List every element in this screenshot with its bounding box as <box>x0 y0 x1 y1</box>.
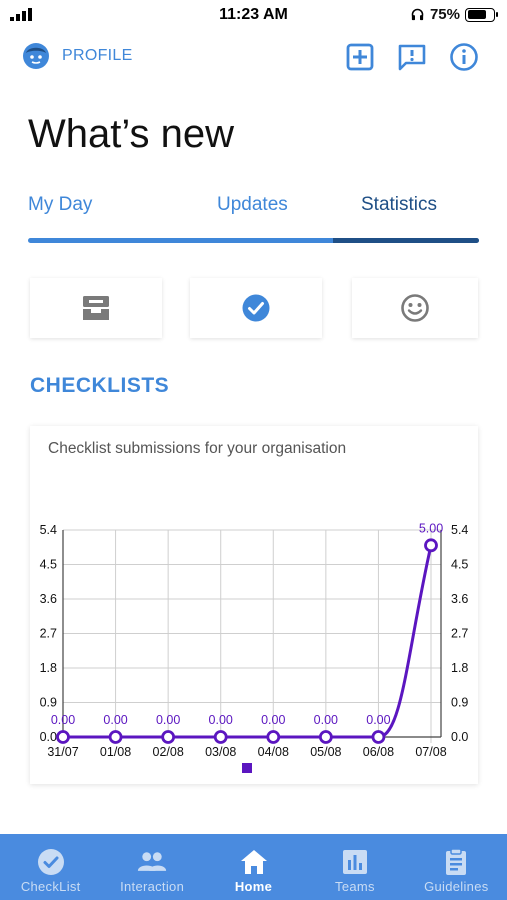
x-tick-label: 31/07 <box>47 745 78 759</box>
data-label: 0.00 <box>209 713 233 727</box>
data-point <box>266 730 281 744</box>
profile-avatar-icon <box>23 43 49 69</box>
y-tick-label-left: 1.8 <box>40 661 57 675</box>
page-title: What’s new <box>28 112 235 156</box>
x-tick-label: 04/08 <box>258 745 289 759</box>
nav-interaction[interactable]: Interaction <box>101 834 202 900</box>
feedback-icon[interactable] <box>397 42 427 72</box>
nav-label: Interaction <box>120 879 185 894</box>
tab-indicator-track <box>28 238 479 243</box>
y-tick-label-right: 0.9 <box>451 696 468 710</box>
data-label: 0.00 <box>314 713 338 727</box>
x-tick-label: 03/08 <box>205 745 236 759</box>
nav-home[interactable]: Home <box>203 834 304 900</box>
nav-label: CheckList <box>20 879 81 894</box>
tab-statistics[interactable]: Statistics <box>361 194 438 215</box>
y-tick-label-left: 3.6 <box>40 592 57 606</box>
tab-updates[interactable]: Updates <box>217 194 288 215</box>
x-tick-label: 02/08 <box>153 745 184 759</box>
nav-label: Teams <box>335 879 375 894</box>
profile-label: PROFILE <box>62 47 133 64</box>
cellular-signal-icon <box>10 8 32 21</box>
y-tick-label-left: 5.4 <box>40 523 57 537</box>
tab-my-day[interactable]: My Day <box>28 194 93 215</box>
data-label: 5.00 <box>419 521 443 535</box>
check-circle-icon <box>37 849 64 875</box>
nav-checklist[interactable]: CheckList <box>0 834 101 900</box>
people-icon <box>137 852 167 871</box>
inbox-card[interactable] <box>30 278 162 338</box>
battery-icon <box>465 7 498 22</box>
y-tick-label-left: 2.7 <box>40 627 57 641</box>
data-label: 0.00 <box>261 713 285 727</box>
bottom-nav: CheckList Interaction Home Teams <box>0 834 507 900</box>
y-tick-label-left: 0.9 <box>40 696 57 710</box>
y-tick-label-left: 0.0 <box>40 730 57 744</box>
data-point <box>213 730 228 744</box>
data-label: 0.00 <box>156 713 180 727</box>
line-chart: 0.0 0.0 0.9 0.9 1.8 1.8 2.7 2.7 3.6 3.6 4.5 4.5 5.4 5… <box>40 521 468 773</box>
nav-guidelines[interactable]: Guidelines <box>406 834 507 900</box>
chart-title: Checklist submissions for your organisat… <box>48 440 347 457</box>
y-tick-label-right: 4.5 <box>451 558 468 572</box>
profile-button[interactable]: PROFILE <box>22 42 133 70</box>
tab-active-indicator <box>333 238 479 243</box>
nav-label: Guidelines <box>424 879 489 894</box>
checklist-card[interactable] <box>190 278 322 338</box>
inbox-tray-icon <box>83 296 109 320</box>
data-label: 0.00 <box>366 713 390 727</box>
home-icon <box>240 850 267 874</box>
smiley-icon <box>401 294 429 322</box>
legend-marker <box>242 763 252 773</box>
y-tick-label-right: 0.0 <box>451 730 468 744</box>
y-tick-label-right: 3.6 <box>451 592 468 606</box>
data-label: 0.00 <box>103 713 127 727</box>
clipboard-icon <box>446 848 467 875</box>
status-time: 11:23 AM <box>219 6 288 23</box>
data-point <box>318 730 333 744</box>
x-tick-label: 01/08 <box>100 745 131 759</box>
x-tick-label: 06/08 <box>363 745 394 759</box>
chart-card: Checklist submissions for your organisat… <box>30 426 478 784</box>
data-point <box>424 538 438 553</box>
data-label: 0.00 <box>51 713 75 727</box>
y-tick-label-left: 4.5 <box>40 558 57 572</box>
y-tick-label-right: 5.4 <box>451 523 468 537</box>
data-point <box>371 730 386 744</box>
x-tick-label: 07/08 <box>415 745 446 759</box>
top-bar: PROFILE <box>0 38 507 78</box>
section-heading-checklists: CHECKLISTS <box>30 374 170 397</box>
tab-bar: My Day Updates Statistics <box>28 194 479 246</box>
nav-label: Home <box>234 879 273 894</box>
category-cards <box>30 278 478 338</box>
bar-chart-icon <box>342 850 367 874</box>
y-tick-label-right: 2.7 <box>451 627 468 641</box>
battery-percentage: 75% <box>429 6 460 23</box>
check-circle-icon <box>242 294 270 322</box>
nav-teams[interactable]: Teams <box>304 834 405 900</box>
data-point <box>56 730 70 744</box>
series-line <box>63 545 433 739</box>
add-box-icon[interactable] <box>345 42 375 72</box>
data-point <box>161 730 176 744</box>
info-icon[interactable] <box>449 42 479 72</box>
headphones-icon <box>411 8 424 21</box>
y-tick-label-right: 1.8 <box>451 661 468 675</box>
data-point <box>108 730 123 744</box>
status-bar: 11:23 AM 75% <box>0 0 507 32</box>
x-tick-label: 05/08 <box>310 745 341 759</box>
mood-card[interactable] <box>352 278 478 338</box>
